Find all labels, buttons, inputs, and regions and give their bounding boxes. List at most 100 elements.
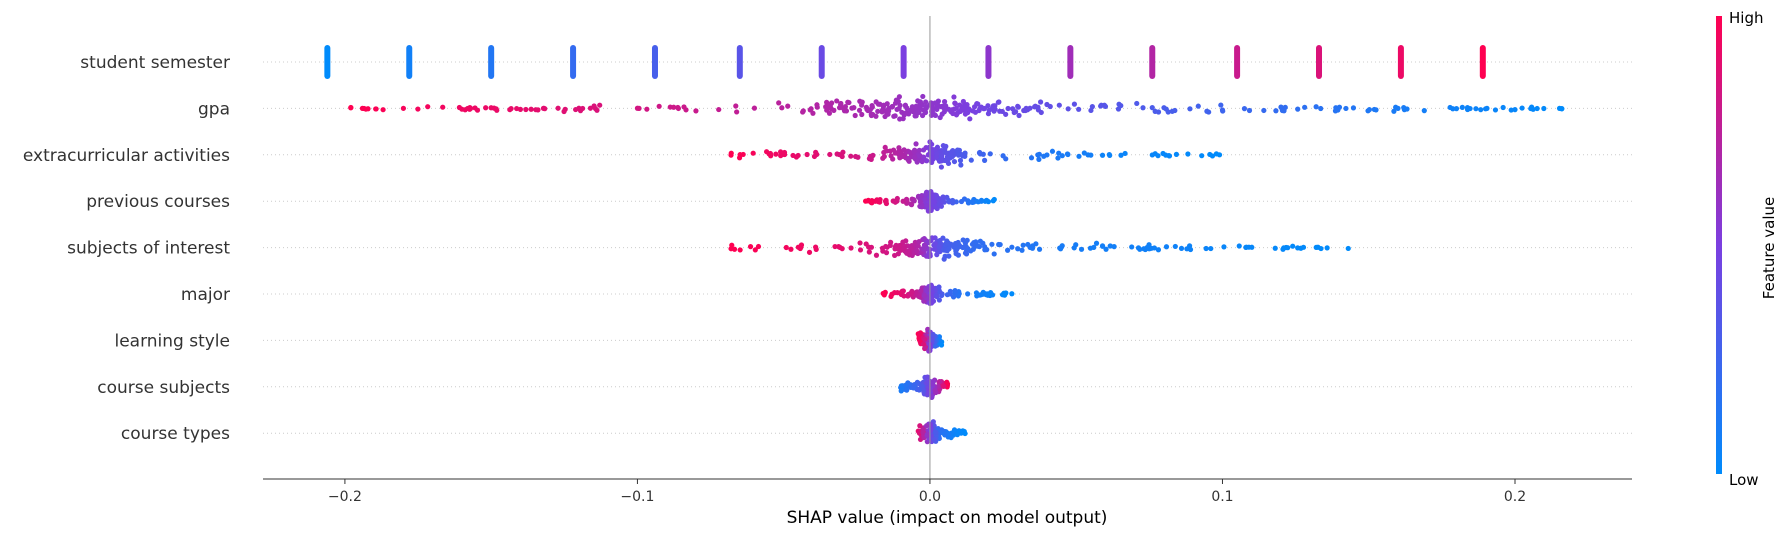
shap-point [1492,107,1499,113]
colorbar-low-label: Low [1729,471,1759,489]
shap-point [868,199,874,206]
shap-point [968,157,974,163]
shap-point [954,432,961,438]
shap-point [896,145,902,151]
shap-point [954,147,961,153]
shap-point [592,106,599,112]
shap-point [937,237,943,244]
shap-point [901,245,907,252]
shap-point [932,241,938,247]
shap-point [900,153,906,160]
shap-point [837,244,843,250]
shap-point [915,243,921,249]
shap-point [763,149,770,155]
shap-point [944,292,950,298]
shap-point [1393,104,1399,110]
shap-point [488,45,495,79]
shap-point [852,112,858,119]
shap-point [992,106,998,112]
shap-point [731,246,738,252]
shap-point [777,149,784,155]
shap-point [937,289,943,295]
shap-point [891,113,897,119]
shap-point [848,153,854,159]
shap-point [947,288,953,294]
shap-point [1236,243,1242,249]
shap-point [1450,106,1456,112]
shap-point [893,242,899,248]
shap-point [916,293,922,299]
shap-point [1172,243,1178,250]
shap-point [1055,155,1061,161]
shap-point [750,150,756,156]
shap-point [879,109,885,115]
shap-point [1093,240,1100,246]
shap-point [667,104,673,110]
shap-point [806,249,813,255]
shap-point [883,200,890,207]
feature-label: extracurricular activities [23,146,230,166]
shap-point [1261,107,1267,114]
shap-point [989,241,995,247]
shap-point [1002,292,1008,298]
shap-point [1313,244,1319,251]
shap-point [1500,104,1506,111]
shap-point [1241,106,1248,112]
shap-point [911,198,917,204]
shap-point [507,107,513,113]
shap-point [857,98,863,104]
shap-point [851,105,857,111]
feature-label: major [181,285,230,305]
shap-point [920,147,927,153]
shap-point [967,116,973,122]
shap-point [555,105,561,111]
shap-point [995,99,1001,105]
shap-point [1401,107,1408,113]
shap-point [1081,150,1087,156]
shap-point [898,383,905,390]
shap-point [920,341,927,347]
shap-point [1204,108,1210,114]
shap-point [975,199,981,205]
shap-point [1009,244,1015,250]
shap-point [859,102,865,108]
shap-point [928,299,934,306]
shap-points [324,45,1565,445]
shap-point [1279,107,1286,114]
shap-point [938,152,944,158]
shap-point [755,243,762,250]
shap-point [1187,106,1193,112]
shap-point [1025,241,1031,248]
shap-point [800,109,806,115]
shap-point [1483,106,1489,112]
shap-point [888,239,894,245]
shap-point [910,385,917,391]
shap-point [914,159,920,165]
shap-point [1116,101,1122,107]
shap-point [1534,105,1540,112]
shap-point [921,154,927,160]
shap-point [400,105,407,111]
shap-point [917,100,923,107]
colorbar-high-label: High [1729,9,1763,27]
shap-point [778,153,784,159]
shap-point [938,164,945,170]
shap-point [1335,107,1341,113]
shap-point [980,240,986,246]
shap-point [528,106,534,112]
shap-point [1373,107,1379,113]
shap-point [1099,152,1106,158]
shap-point [1318,105,1324,112]
shap-point [1003,111,1009,117]
shap-point [1149,152,1155,158]
shap-point [483,105,489,111]
shap-point [831,107,837,113]
shap-point [943,150,950,156]
shap-point [985,103,991,109]
shap-point [1135,245,1142,251]
shap-point [580,105,586,112]
shap-point [965,291,971,297]
shap-point [523,106,529,113]
shap-point [923,99,929,105]
shap-point [1280,246,1286,252]
